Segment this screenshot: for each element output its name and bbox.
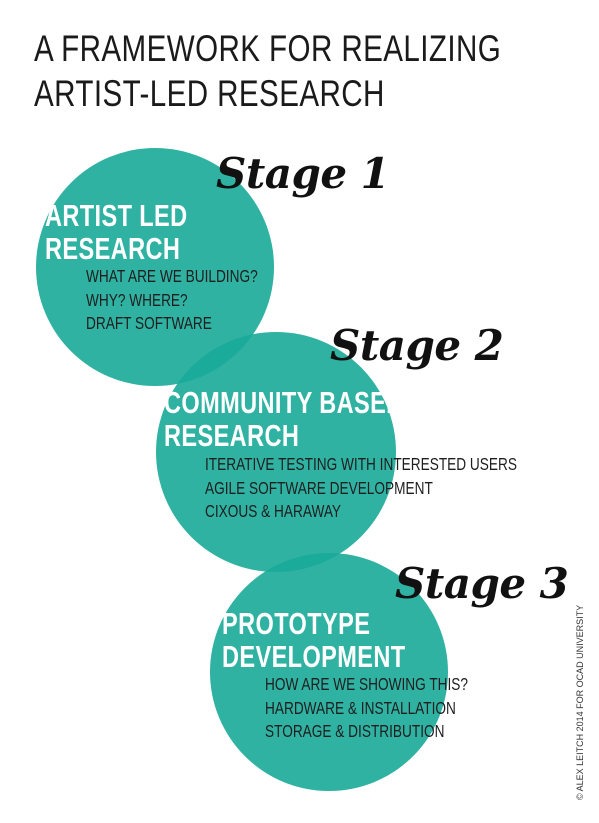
stage-3-heading-line-1: PROTOTYPE [222,606,371,641]
stage-2-label: Stage 2 [330,321,504,370]
stage-3-item: HOW ARE WE SHOWING THIS? [265,674,469,694]
stage-1-item: WHAT ARE WE BUILDING? [86,266,258,286]
stage-2-circle [156,332,396,572]
stage-1-heading-line-1: ARTIST LED [45,198,188,233]
stage-1-label: Stage 1 [216,149,390,198]
stage-3-circle [210,553,448,791]
stage-3-item: HARDWARE & INSTALLATION [265,697,456,718]
stage-3-heading-line-2: DEVELOPMENT [222,639,406,674]
stage-3-items: HOW ARE WE SHOWING THIS? HARDWARE & INST… [265,673,468,744]
stage-1-item: WHY? WHERE? [86,289,188,310]
copyright-credit: © ALEX LEITCH 2014 FOR OCAD UNIVERSITY [575,604,585,800]
stage-2-heading-line-2: RESEARCH [164,418,300,453]
stage-2-heading: COMMUNITY BASED RESEARCH [164,386,404,452]
stage-2-items: ITERATIVE TESTING WITH INTERESTED USERS … [205,453,517,524]
stage-2-item: ITERATIVE TESTING WITH INTERESTED USERS [205,454,517,474]
stage-3-item: STORAGE & DISTRIBUTION [265,721,445,741]
stage-3-heading: PROTOTYPE DEVELOPMENT [222,607,406,673]
stage-2-heading-line-1: COMMUNITY BASED [164,385,404,420]
stage-3-label: Stage 3 [395,559,569,608]
title-line-2: ARTIST-LED RESEARCH [34,73,385,114]
stage-2-item: CIXOUS & HARAWAY [205,501,342,521]
stage-1-heading-line-2: RESEARCH [45,231,181,266]
stage-1-items: WHAT ARE WE BUILDING? WHY? WHERE? DRAFT … [86,265,258,336]
stage-1-heading: ARTIST LED RESEARCH [45,199,188,265]
title-line-1: A FRAMEWORK FOR REALIZING [34,28,502,69]
stage-1-item: DRAFT SOFTWARE [86,313,212,333]
page-title: A FRAMEWORK FOR REALIZING ARTIST-LED RES… [34,26,501,116]
stage-2-item: AGILE SOFTWARE DEVELOPMENT [205,477,433,498]
